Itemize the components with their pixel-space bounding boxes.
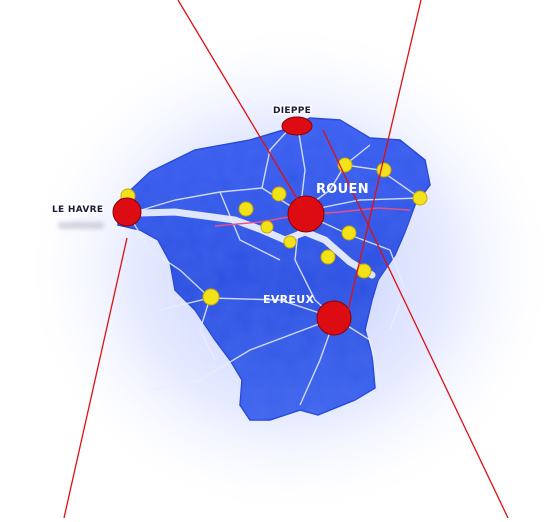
major-city-marker-dieppe xyxy=(281,116,313,136)
major-markers xyxy=(112,116,352,336)
region-texture xyxy=(118,118,430,420)
minor-city-marker xyxy=(341,225,357,241)
blurred-sub-label xyxy=(58,222,104,229)
minor-city-marker xyxy=(238,201,254,217)
major-city-marker-le-havre xyxy=(112,197,142,227)
major-city-marker-evreux xyxy=(316,300,352,336)
minor-city-marker xyxy=(202,288,220,306)
pointer-line xyxy=(346,0,422,316)
city-label-rouen: ROUEN xyxy=(316,182,369,197)
minor-city-marker xyxy=(412,190,428,206)
minor-city-marker xyxy=(271,186,287,202)
major-city-marker-rouen xyxy=(287,195,325,233)
city-label-evreux: EVREUX xyxy=(263,293,314,306)
minor-city-marker xyxy=(320,249,336,265)
city-label-le-havre: LE HAVRE xyxy=(52,205,103,215)
pointer-line xyxy=(177,0,306,213)
pointer-line xyxy=(63,237,128,519)
minor-city-marker xyxy=(260,220,274,234)
pointer-line xyxy=(322,129,509,519)
pointer-lines xyxy=(63,0,509,519)
minor-city-marker xyxy=(376,162,392,178)
minor-city-marker xyxy=(283,235,297,249)
city-label-dieppe: DIEPPE xyxy=(273,106,311,116)
